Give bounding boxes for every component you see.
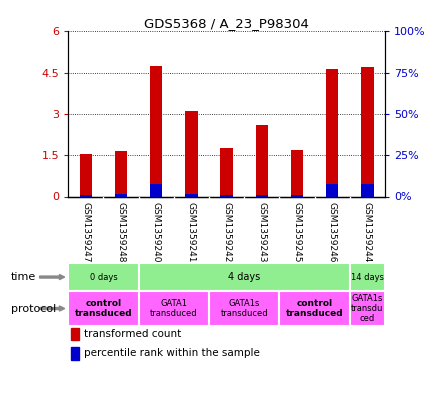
Bar (80, 154, 92, 196)
Bar (71, 328, 79, 340)
Text: GSM1359244: GSM1359244 (363, 202, 372, 262)
Text: percentile rank within the sample: percentile rank within the sample (84, 349, 260, 358)
Bar (68, 291, 139, 326)
Text: 0 days: 0 days (89, 273, 117, 281)
Bar (185, 194, 198, 196)
Bar (350, 263, 385, 291)
Text: 4 days: 4 days (228, 272, 260, 282)
Text: 14 days: 14 days (351, 273, 384, 281)
Bar (68, 263, 139, 291)
Bar (139, 291, 209, 326)
Text: control
transduced: control transduced (286, 299, 343, 318)
Bar (361, 67, 374, 196)
Bar (279, 291, 350, 326)
Bar (115, 151, 127, 196)
Text: GSM1359243: GSM1359243 (257, 202, 266, 263)
Bar (80, 195, 92, 196)
Bar (256, 125, 268, 196)
Bar (291, 150, 303, 196)
Text: transformed count: transformed count (84, 329, 181, 339)
Bar (150, 184, 162, 196)
Text: GSM1359242: GSM1359242 (222, 202, 231, 262)
Bar (291, 195, 303, 196)
Text: time: time (11, 272, 36, 282)
Bar (350, 291, 385, 326)
Bar (220, 148, 233, 196)
Bar (209, 291, 279, 326)
Text: GATA1
transduced: GATA1 transduced (150, 299, 198, 318)
Bar (220, 195, 233, 196)
Text: GSM1359247: GSM1359247 (81, 202, 90, 263)
Text: GATA1s
transduced: GATA1s transduced (220, 299, 268, 318)
Bar (361, 184, 374, 196)
Text: protocol: protocol (11, 303, 56, 314)
Bar (326, 184, 338, 196)
Text: GATA1s
transdu
ced: GATA1s transdu ced (351, 294, 384, 323)
Bar (185, 111, 198, 196)
Bar (256, 195, 268, 196)
Text: control
transduced: control transduced (75, 299, 132, 318)
Text: GSM1359240: GSM1359240 (152, 202, 161, 263)
Bar (115, 194, 127, 196)
Bar (139, 263, 350, 291)
Text: GSM1359246: GSM1359246 (328, 202, 337, 263)
Text: GSM1359248: GSM1359248 (117, 202, 125, 263)
Text: GSM1359241: GSM1359241 (187, 202, 196, 263)
Title: GDS5368 / A_23_P98304: GDS5368 / A_23_P98304 (144, 17, 309, 30)
Bar (150, 66, 162, 196)
Bar (326, 68, 338, 196)
Bar (71, 347, 79, 360)
Text: GSM1359245: GSM1359245 (293, 202, 301, 263)
